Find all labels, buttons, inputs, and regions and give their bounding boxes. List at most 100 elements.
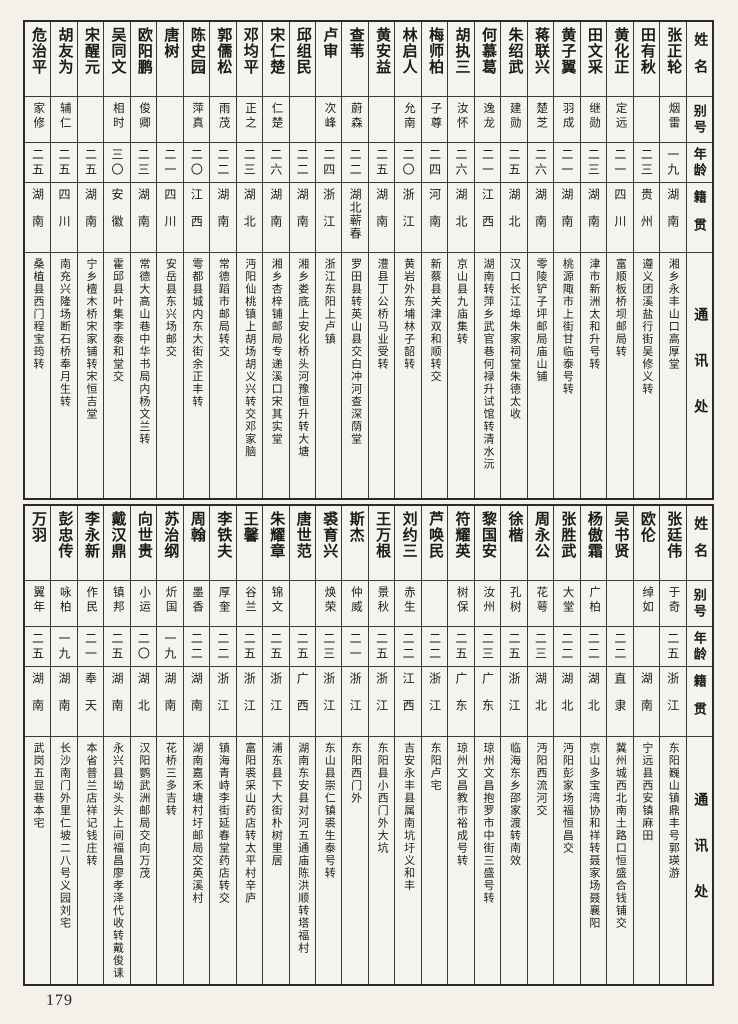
address-text: 东阳西门外 (349, 742, 362, 805)
address-cell: 湖南东安县对河五通庙陈洪顺转塔福村 (289, 736, 315, 984)
age-text: 二五 (374, 632, 389, 662)
age-cell: 二一 (342, 626, 368, 666)
entry-column: 李铁夫 厚奎 二二 浙江 镇海青峙李街延春堂药店转交 (209, 506, 236, 984)
native-text: 湖北蕲春 (348, 188, 363, 240)
age-text: 二二 (295, 148, 310, 178)
address-text: 零陵铲子坪邮局庙山铺 (534, 258, 547, 383)
header-column: 姓名 别号 年龄 籍贯 通讯处 (685, 22, 712, 498)
entry-column: 郭儒松 雨茂 二二 湖南 常德蹈市邮局转交 (209, 22, 236, 498)
hao-text: 树保 (455, 586, 468, 615)
address-cell: 镇海青峙李街延春堂药店转交 (210, 736, 236, 984)
native-text: 浙江 (374, 672, 389, 726)
age-cell: 二五 (263, 626, 289, 666)
native-cell: 浙江 (395, 182, 421, 252)
native-text: 四川 (162, 188, 177, 242)
name-text: 唐世范 (294, 511, 311, 559)
native-text: 浙江 (348, 672, 363, 726)
native-cell: 湖南 (660, 182, 686, 252)
name-text: 黄子翼 (559, 27, 576, 75)
age-text: 二二 (401, 632, 416, 662)
native-cell: 奉天 (77, 666, 104, 736)
hao-text: 翼年 (32, 586, 45, 615)
age-text: 二二 (215, 148, 230, 178)
hao-text: 厚奎 (217, 586, 230, 615)
name-cell: 宋醒元 (78, 22, 103, 96)
native-cell: 湖南 (104, 666, 130, 736)
native-text: 四川 (57, 188, 72, 242)
age-text: 二五 (506, 148, 521, 178)
hao-cell: 子尊 (421, 96, 448, 142)
age-cell: 二二 (183, 626, 210, 666)
hao-cell: 广柏 (580, 580, 607, 626)
address-cell: 湖南嘉禾塘村圩邮局交英溪村 (183, 736, 210, 984)
age-cell: 二三 (236, 142, 263, 182)
age-cell: 二四 (315, 142, 342, 182)
hao-cell: 烟雷 (660, 96, 686, 142)
name-cell: 危治平 (25, 22, 50, 96)
age-text: 二五 (30, 148, 45, 178)
address-cell: 京山县九庙集转 (448, 252, 474, 498)
native-text: 广东 (454, 672, 469, 726)
name-text: 吴书贤 (612, 511, 629, 559)
header-label: 姓名 (692, 32, 708, 86)
age-text: 二三 (533, 632, 548, 662)
entry-column: 芦唤民 二二 浙江 东阳卢宅 (420, 506, 448, 984)
entry-column: 邓均平 正之 二三 湖北 沔阳仙桃镇上胡场胡义兴转交邓家脑 (235, 22, 263, 498)
hao-cell: 花萼 (527, 580, 554, 626)
age-cell: 二二 (554, 626, 580, 666)
address-cell: 津市新洲太和升号转 (580, 252, 607, 498)
age-text: 二一 (612, 148, 627, 178)
age-text: 二五 (295, 632, 310, 662)
age-text: 二一 (348, 632, 363, 662)
age-cell: 二二 (342, 142, 368, 182)
age-text: 二二 (559, 632, 574, 662)
age-text: 一九 (665, 148, 680, 178)
hao-cell: 谷兰 (236, 580, 263, 626)
header-cell-hao: 别号 (686, 96, 712, 142)
name-text: 杨傲霜 (585, 511, 602, 559)
age-cell: 二五 (660, 626, 686, 666)
age-text: 一九 (57, 632, 72, 662)
entry-column: 符耀英 树保 二五 广东 琼州文昌教市裕成号转 (447, 506, 474, 984)
name-text: 蒋联兴 (532, 27, 549, 75)
age-cell: 二〇 (130, 626, 157, 666)
entry-column: 唐世范二五广西湖南东安县对河五通庙陈洪顺转塔福村 (288, 506, 315, 984)
name-cell: 黄安益 (369, 22, 394, 96)
hao-cell: 羽成 (554, 96, 580, 142)
address-cell: 东阳卢宅 (421, 736, 448, 984)
header-cell-address: 通讯处 (686, 736, 712, 984)
address-text: 桑植县西门程宝筠转 (32, 258, 45, 371)
header-column: 姓名 别号 年龄 籍贯 通讯处 (685, 506, 712, 984)
header-label: 籍贯 (691, 189, 707, 246)
native-text: 浙江 (321, 188, 336, 242)
hao-cell: 炘国 (157, 580, 183, 626)
native-cell: 浙江 (342, 666, 368, 736)
name-cell: 张胜武 (554, 506, 579, 580)
hao-cell: 翼年 (24, 580, 51, 626)
address-text: 东山县崇仁镇裘生泰号转 (323, 742, 336, 880)
native-text: 湖北 (533, 672, 548, 726)
native-text: 浙江 (321, 672, 336, 726)
age-text: 三〇 (109, 148, 124, 178)
age-cell: 二〇 (395, 142, 421, 182)
age-text: 二三 (321, 632, 336, 662)
name-text: 黎国安 (480, 511, 497, 559)
native-cell: 湖南 (527, 182, 554, 252)
name-text: 朱耀章 (268, 511, 285, 559)
native-cell: 湖南 (51, 666, 77, 736)
hao-text: 汝州 (482, 586, 495, 615)
name-cell: 斯杰 (342, 506, 367, 580)
header-cell-native: 籍贯 (686, 666, 712, 736)
name-cell: 戴汉鼎 (104, 506, 129, 580)
name-cell: 梅师柏 (422, 22, 447, 96)
native-cell: 河南 (421, 182, 448, 252)
name-cell: 陈史园 (184, 22, 209, 96)
name-text: 黄安益 (374, 27, 391, 75)
name-cell: 李永新 (78, 506, 103, 580)
name-text: 宋仁楚 (268, 27, 285, 75)
address-text: 东阳卢宅 (429, 742, 442, 792)
name-cell: 刘约三 (395, 506, 420, 580)
native-text: 广西 (295, 672, 310, 726)
address-text: 津市新洲太和升号转 (587, 258, 600, 371)
entry-column: 欧阳鹏 俊卿 二三 湖南 常德大高山巷中华书局内杨文兰转 (129, 22, 157, 498)
